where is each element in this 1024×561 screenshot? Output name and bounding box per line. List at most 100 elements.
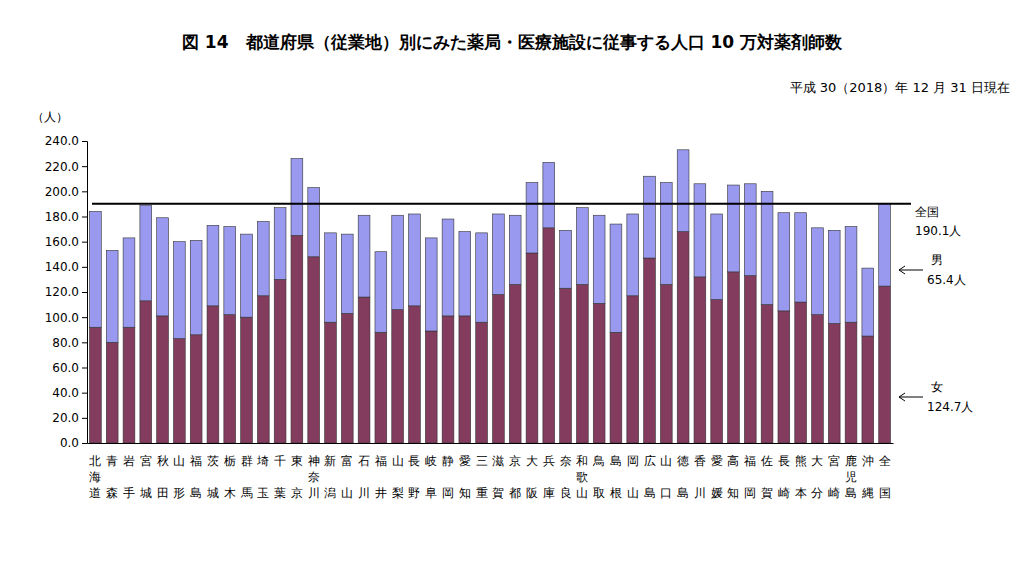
- bar-segment: [660, 183, 672, 285]
- bar-segment: [610, 224, 622, 332]
- bar-segment: [660, 284, 672, 443]
- x-tick: 福島: [190, 443, 202, 500]
- bar-segment: [728, 272, 740, 443]
- x-tick: 奈良: [560, 443, 572, 500]
- y-tick-label: 0.0: [60, 436, 79, 450]
- x-tick-label: 熊本: [795, 454, 807, 500]
- annotation-arrowhead: [899, 266, 905, 274]
- bar-segment: [90, 327, 102, 443]
- bar-segment: [325, 322, 337, 443]
- x-tick: 富山: [341, 443, 353, 500]
- bar-segment: [173, 242, 185, 339]
- bar-segment: [778, 213, 790, 311]
- x-tick: 山形: [173, 443, 185, 500]
- y-tick-label: 120.0: [45, 285, 79, 299]
- x-tick-label: 長野: [408, 454, 420, 500]
- reference-line: [92, 203, 911, 205]
- y-tick-label: 60.0: [52, 361, 79, 375]
- bar-segment: [812, 315, 824, 443]
- bar-segment: [677, 150, 689, 232]
- bar-segment: [90, 211, 102, 327]
- x-tick: 鹿児島: [845, 443, 857, 500]
- y-tick: 20.0: [52, 411, 87, 425]
- bar-segment: [476, 322, 488, 443]
- x-tick: 沖縄: [861, 443, 874, 500]
- x-tick: 鳥取: [592, 443, 605, 500]
- bar-segment: [593, 303, 605, 443]
- x-tick-label: 群馬: [240, 454, 253, 500]
- x-tick: 全国: [879, 443, 891, 500]
- x-tick: 宮崎: [828, 443, 840, 500]
- annotation-arrowhead: [899, 393, 905, 401]
- bar-segment: [761, 305, 773, 443]
- bar-segment: [879, 204, 891, 286]
- bar-segment: [476, 233, 488, 322]
- annotation-name: 男: [931, 253, 943, 267]
- y-tick-label: 180.0: [45, 210, 79, 224]
- bar-segment: [862, 336, 874, 443]
- x-tick: 石川: [358, 443, 370, 500]
- y-tick: 80.0: [52, 336, 87, 350]
- bar-segment: [207, 225, 219, 306]
- x-tick: 千葉: [274, 443, 286, 500]
- bar-segment: [157, 218, 169, 316]
- bar-segment: [157, 316, 169, 443]
- x-tick: 東京: [291, 443, 303, 500]
- bar-segment: [862, 268, 874, 336]
- x-tick-label: 神奈川: [308, 454, 320, 500]
- x-tick: 新潟: [324, 443, 336, 500]
- bar-segment: [845, 322, 857, 443]
- bar-segment: [207, 306, 219, 443]
- bar-segment: [459, 316, 471, 443]
- bar-segment: [257, 222, 269, 296]
- bar-segment: [106, 250, 118, 342]
- x-tick: 徳島: [677, 443, 689, 500]
- bar-segment: [761, 191, 773, 304]
- x-tick: 秋田: [157, 443, 169, 500]
- bar-segment: [627, 296, 639, 443]
- bar-segment: [744, 276, 756, 443]
- bar-segment: [291, 159, 303, 236]
- y-tick-mark: [82, 368, 87, 369]
- y-tick: 160.0: [45, 235, 87, 249]
- bar-segment: [795, 213, 807, 302]
- bar-segment: [106, 342, 118, 443]
- y-tick: 100.0: [45, 311, 87, 325]
- x-tick-label: 東京: [291, 454, 303, 500]
- y-tick: 0.0: [60, 436, 87, 450]
- bar-segment: [224, 227, 236, 315]
- x-tick-label: 鹿児島: [845, 454, 857, 500]
- bar-segment: [241, 317, 253, 443]
- x-tick: 長崎: [778, 443, 790, 500]
- y-tick: 60.0: [52, 361, 87, 375]
- bar-segment: [425, 331, 437, 443]
- bar-segment: [543, 162, 555, 227]
- x-tick: 長野: [408, 443, 420, 500]
- bar-segment: [274, 208, 286, 280]
- y-tick-label: 80.0: [52, 336, 79, 350]
- x-tick: 和歌山: [576, 443, 588, 500]
- x-tick: 栃木: [224, 443, 236, 500]
- x-tick-label: 宮城: [139, 454, 152, 500]
- bar-segment: [744, 184, 756, 276]
- x-tick-label: 京都: [509, 454, 521, 500]
- x-tick: 岐阜: [425, 443, 437, 500]
- x-tick: 茨城: [206, 443, 219, 500]
- bar-segment: [610, 332, 622, 443]
- y-tick-mark: [82, 267, 87, 268]
- x-tick-label: 岡山: [627, 454, 639, 500]
- bar-segment: [560, 288, 572, 443]
- x-tick-label: 青森: [106, 454, 118, 500]
- x-tick-label: 秋田: [157, 454, 169, 500]
- x-tick-label: 北海道: [89, 454, 101, 500]
- x-tick: 大分: [811, 443, 823, 500]
- bar-segment: [526, 183, 538, 253]
- bar-segment: [560, 230, 572, 288]
- bar-segment: [425, 238, 437, 331]
- bar-segment: [526, 253, 538, 443]
- x-tick-label: 徳島: [677, 454, 689, 500]
- bar-segment: [308, 188, 320, 257]
- y-tick-label: 240.0: [45, 134, 79, 148]
- x-tick: 静岡: [442, 443, 454, 500]
- y-tick: 40.0: [52, 386, 87, 400]
